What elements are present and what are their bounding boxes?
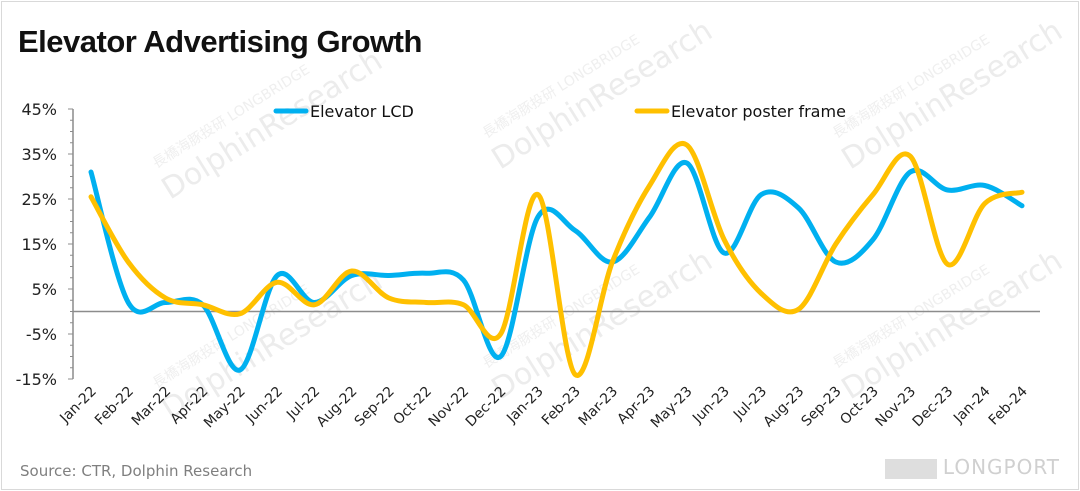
chart-title: Elevator Advertising Growth [18,24,422,59]
series-lines [88,140,1025,378]
x-tick-label: Mar-23 [576,384,622,430]
x-tick-label: Aug-23 [761,384,808,431]
x-tick-label: Jun-22 [242,384,286,428]
y-tick-label: 5% [32,280,57,299]
x-tick-label: Jan-24 [950,383,994,427]
legend-label: Elevator poster frame [671,102,846,121]
x-tick-label: Aug-22 [314,384,361,431]
x-tick-label: Feb-22 [92,384,137,429]
y-tick-label: -5% [26,325,57,344]
x-tick-label: Jan-22 [56,384,99,427]
x-tick-label: Nov-22 [426,384,473,431]
longport-logo: LONGPORT [884,455,1060,479]
logo-text: LONGPORT [942,455,1060,479]
x-tick-label: Sep-23 [798,384,844,430]
y-tick-label: 15% [21,235,57,254]
x-tick-label: Dec-22 [463,384,510,431]
y-tick-label: 35% [21,145,57,164]
y-tick-label: 45% [21,100,57,119]
watermark-text: DolphinResearch [486,13,719,177]
watermark-text: DolphinResearch [836,243,1069,407]
legend: Elevator LCD Elevator poster frame [273,102,846,121]
watermark-text: DolphinResearch [486,243,719,407]
legend-label: Elevator LCD [310,102,414,121]
x-tick-label: Dec-23 [910,384,957,431]
watermark-text: DolphinResearch [156,43,389,207]
x-tick-label: Jun-23 [689,384,733,428]
y-tick-label: -15% [16,370,57,389]
x-tick-label: Feb-23 [539,384,584,429]
source-note: Source: CTR, Dolphin Research [20,462,253,480]
x-tick-label: Sep-22 [352,384,398,430]
x-tick-label: May-23 [648,384,696,432]
watermark-text: DolphinResearch [836,13,1069,177]
x-tick-label: Feb-24 [986,383,1031,428]
y-tick-label: 25% [21,190,57,209]
